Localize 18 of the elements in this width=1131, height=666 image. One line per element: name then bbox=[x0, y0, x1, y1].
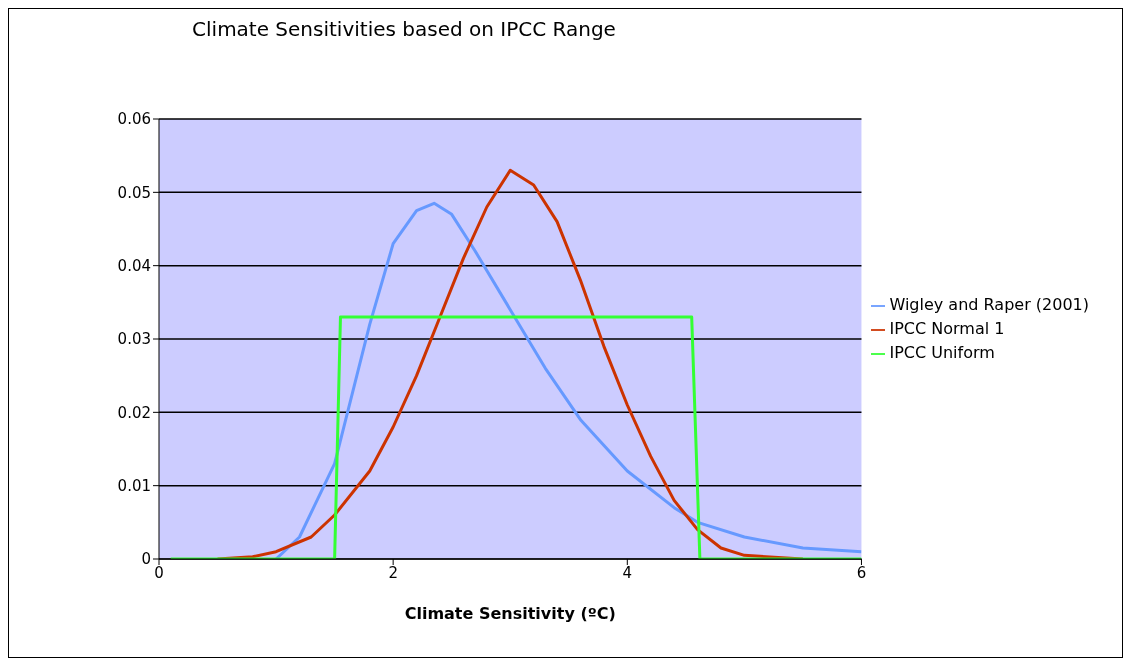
legend-label: Wigley and Raper (2001) bbox=[889, 295, 1089, 314]
x-tick-label: 0 bbox=[154, 563, 164, 582]
legend-label: IPCC Normal 1 bbox=[889, 319, 1005, 338]
y-tick-label: 0.02 bbox=[117, 403, 151, 422]
y-tick-label: 0.04 bbox=[117, 256, 151, 275]
legend-label: IPCC Uniform bbox=[889, 343, 995, 362]
line-series bbox=[216, 168, 805, 559]
x-tick-label: 2 bbox=[388, 563, 398, 582]
y-tick-label: 0 bbox=[141, 550, 151, 569]
x-tick-label: 6 bbox=[856, 563, 867, 582]
x-axis-title: Climate Sensitivity (ºC) bbox=[404, 604, 616, 623]
y-tick-label: 0.03 bbox=[117, 330, 151, 349]
y-tick-label: 0.01 bbox=[117, 476, 151, 495]
line-series bbox=[274, 201, 862, 559]
chart-title: Climate Sensitivities based on IPCC Range bbox=[191, 17, 617, 41]
x-tick-label: 4 bbox=[622, 563, 633, 582]
y-tick-label: 0.06 bbox=[117, 110, 151, 129]
y-tick-label: 0.05 bbox=[117, 183, 151, 202]
